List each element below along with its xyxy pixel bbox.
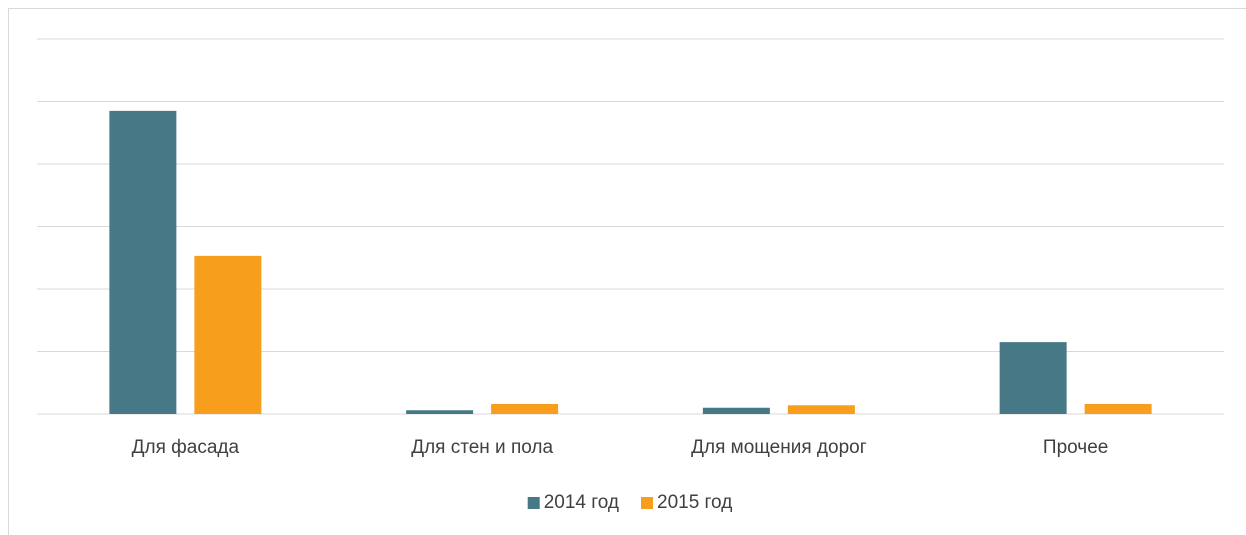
bar	[406, 410, 474, 414]
x-tick-label: Прочее	[1043, 437, 1108, 458]
x-tick-label: Для стен и пола	[411, 437, 553, 458]
bar	[1084, 404, 1152, 414]
bar	[999, 342, 1067, 414]
legend-label: 2015 год	[657, 492, 732, 513]
bar	[194, 255, 262, 414]
bar	[702, 407, 770, 414]
legend-label: 2014 год	[544, 492, 619, 513]
bar	[491, 404, 559, 414]
x-tick-label: Для мощения дорог	[691, 437, 867, 458]
bar	[787, 405, 855, 414]
x-tick-label: Для фасада	[132, 437, 240, 458]
legend-swatch	[641, 497, 653, 509]
legend-swatch	[527, 497, 540, 509]
bar	[109, 110, 177, 414]
chart-frame	[8, 8, 1246, 535]
